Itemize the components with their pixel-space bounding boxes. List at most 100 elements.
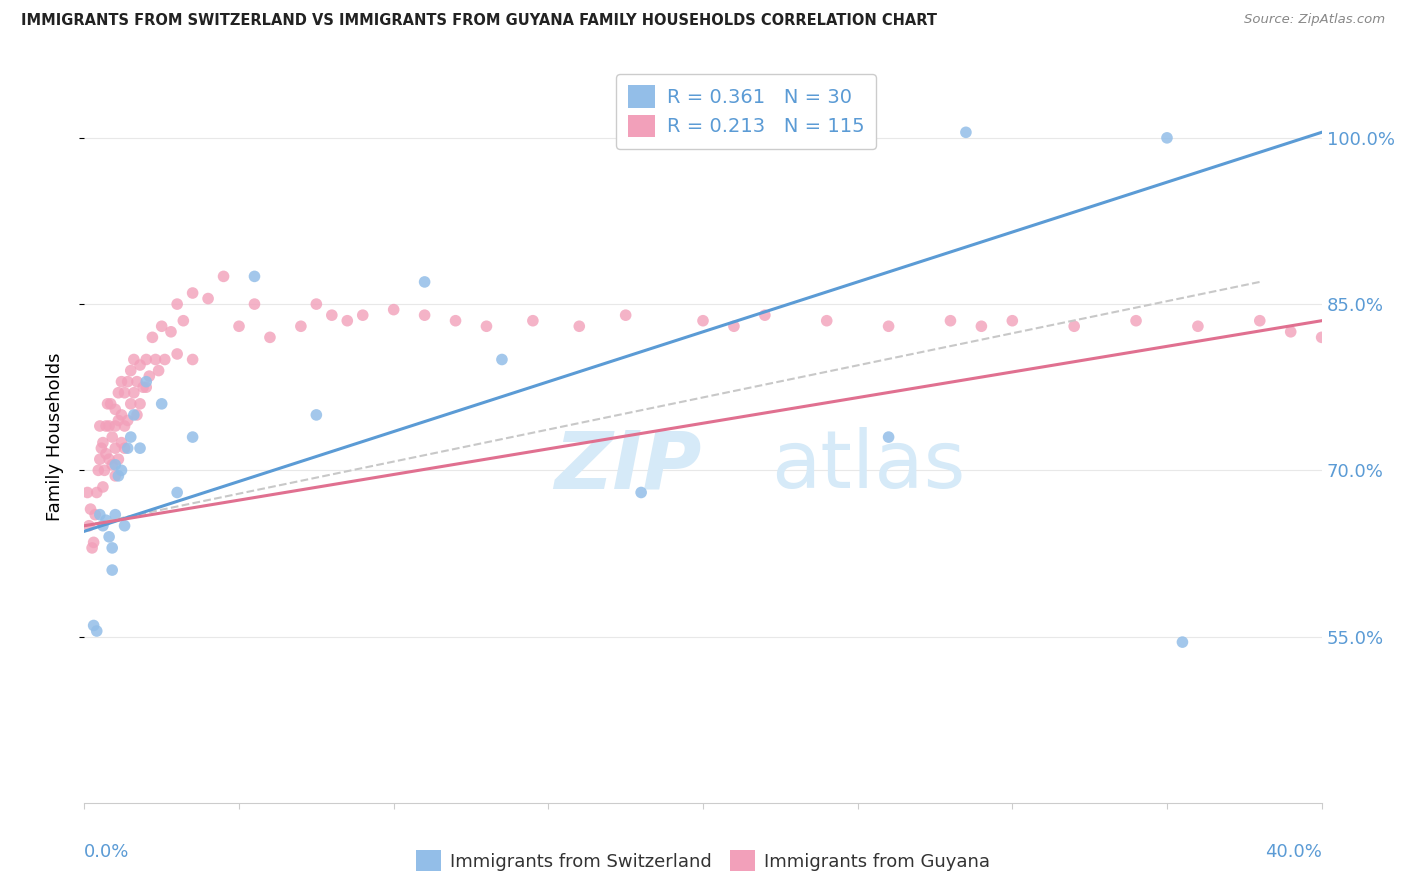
Point [90,441,112,455]
Point [754,308,776,322]
Point [77,518,100,533]
Point [98,419,121,434]
Point [104,402,127,417]
Point [723,319,745,334]
Point [141,330,163,344]
Point [150,397,173,411]
Legend: R = 0.361   N = 30, R = 0.213   N = 115: R = 0.361 N = 30, R = 0.213 N = 115 [616,74,876,149]
Point [522,314,544,328]
Point [89,452,111,467]
Point [110,375,132,389]
Point [197,292,219,306]
Point [89,508,111,522]
Point [321,308,343,322]
Point [129,397,152,411]
Point [97,397,120,411]
Point [110,463,132,477]
Point [101,458,124,472]
Point [110,408,132,422]
Point [970,319,993,334]
Point [114,419,136,434]
Point [104,441,127,455]
Point [125,375,148,389]
Point [129,441,152,455]
Point [135,352,157,367]
Y-axis label: Family Households: Family Households [45,353,63,521]
Point [101,563,124,577]
Point [104,508,127,522]
Point [107,452,129,467]
Point [91,435,114,450]
Point [101,430,124,444]
Point [135,375,157,389]
Point [1171,635,1194,649]
Point [120,397,142,411]
Point [104,458,127,472]
Point [114,385,136,400]
Point [305,408,328,422]
Point [135,380,157,394]
Text: 0.0%: 0.0% [84,843,129,861]
Point [305,297,328,311]
Point [138,369,160,384]
Point [117,375,139,389]
Point [129,358,152,372]
Point [122,385,145,400]
Text: Source: ZipAtlas.com: Source: ZipAtlas.com [1244,13,1385,27]
Point [98,452,121,467]
Point [491,352,513,367]
Point [1125,314,1147,328]
Point [110,435,132,450]
Point [166,347,188,361]
Point [290,319,312,334]
Point [125,408,148,422]
Point [1156,131,1178,145]
Point [413,308,436,322]
Point [1310,330,1333,344]
Point [91,480,114,494]
Point [94,447,117,461]
Point [181,430,204,444]
Point [145,352,167,367]
Point [877,430,900,444]
Point [89,419,111,434]
Point [153,352,176,367]
Point [815,314,838,328]
Point [86,485,108,500]
Point [84,508,107,522]
Point [336,314,359,328]
Point [181,352,204,367]
Point [1249,314,1271,328]
Point [1001,314,1024,328]
Point [94,419,117,434]
Point [122,408,145,422]
Point [86,624,108,638]
Legend: Immigrants from Switzerland, Immigrants from Guyana: Immigrants from Switzerland, Immigrants … [409,843,997,879]
Point [212,269,235,284]
Text: IMMIGRANTS FROM SWITZERLAND VS IMMIGRANTS FROM GUYANA FAMILY HOUSEHOLDS CORRELAT: IMMIGRANTS FROM SWITZERLAND VS IMMIGRANT… [21,13,936,29]
Text: ZIP: ZIP [554,427,702,506]
Point [148,363,170,377]
Point [83,535,105,549]
Point [352,308,374,322]
Point [120,363,142,377]
Point [939,314,962,328]
Point [877,319,900,334]
Point [382,302,405,317]
Point [568,319,591,334]
Point [172,314,194,328]
Point [181,285,204,300]
Point [614,308,637,322]
Point [94,513,117,527]
Point [87,463,110,477]
Point [166,485,188,500]
Point [104,419,127,434]
Point [114,441,136,455]
Point [117,441,139,455]
Point [228,319,250,334]
Point [101,541,124,555]
Point [475,319,498,334]
Point [91,518,114,533]
Point [259,330,281,344]
Point [630,485,652,500]
